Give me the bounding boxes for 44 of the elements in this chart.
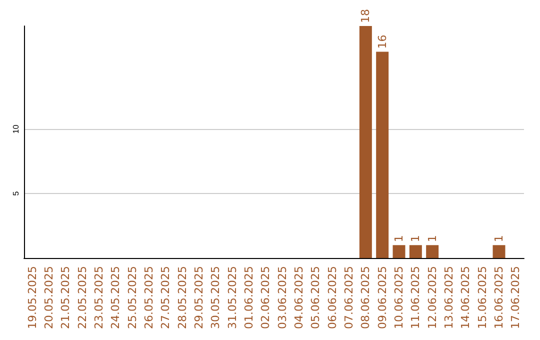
bar [359,26,372,258]
y-tick-label: 10 [12,124,20,134]
x-tick-label: 13.06.2025 [442,266,456,330]
x-tick-label: 20.05.2025 [42,266,56,330]
data-label: 1 [426,235,439,242]
x-tick-label: 04.06.2025 [292,266,306,330]
data-label: 16 [376,34,389,49]
x-tick-label: 27.05.2025 [159,266,172,330]
x-tick-label: 09.06.2025 [376,266,389,330]
x-tick-label: 06.06.2025 [326,266,339,330]
bar [426,245,439,258]
x-tick-label: 16.06.2025 [492,266,506,330]
x-tick-label: 31.05.2025 [226,266,239,330]
x-tick-label: 24.05.2025 [109,266,122,330]
x-tick-label: 23.05.2025 [92,266,106,330]
bar [409,245,422,258]
x-tick-label: 21.05.2025 [59,266,72,330]
x-tick-label: 22.05.2025 [76,266,89,330]
x-tick-label: 02.06.2025 [259,266,272,330]
x-tick-label: 15.06.2025 [476,266,489,330]
x-tick-label: 12.06.2025 [426,266,439,330]
x-tick-label: 17.06.2025 [509,266,522,330]
x-tick-label: 14.06.2025 [459,266,472,330]
x-tick-label: 10.06.2025 [392,266,406,330]
x-tick-label: 07.06.2025 [342,266,356,330]
data-label: 1 [392,235,406,242]
x-tick-label: 26.05.2025 [142,266,156,330]
bar [492,245,506,258]
y-tick-label: 5 [12,190,20,196]
x-tick-label: 05.06.2025 [309,266,322,330]
x-tick-label: 03.06.2025 [276,266,289,330]
bar [376,52,389,258]
x-tick-label: 08.06.2025 [359,266,372,330]
x-tick-label: 28.05.2025 [176,266,189,330]
x-tick-label: 25.05.2025 [126,266,139,330]
x-tick-label: 29.05.2025 [192,266,206,330]
data-label: 1 [492,235,506,242]
bar [392,245,406,258]
data-label: 18 [359,9,372,23]
x-tick-label: 01.06.2025 [242,266,256,330]
x-tick-label: 19.05.2025 [26,266,39,330]
data-label: 1 [409,235,422,242]
x-tick-label: 11.06.2025 [409,266,422,330]
x-tick-label: 30.05.2025 [209,266,222,330]
